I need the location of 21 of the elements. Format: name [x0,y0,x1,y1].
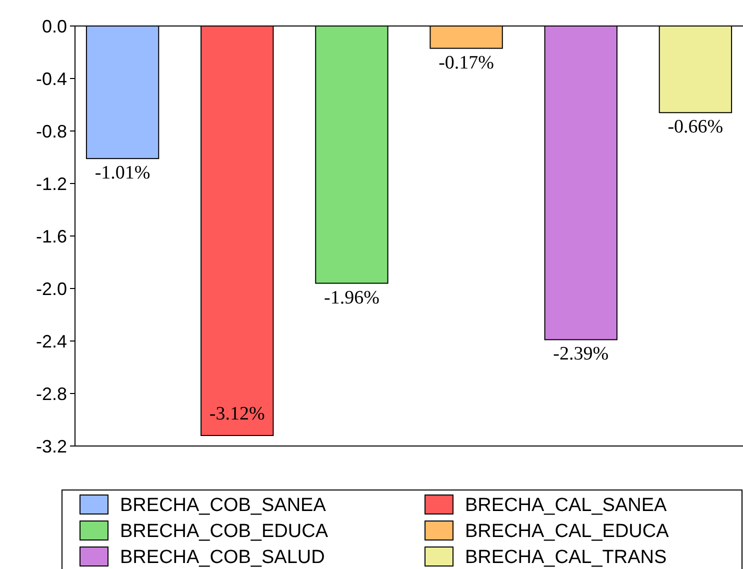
data-label: -1.01% [94,162,150,184]
data-label: -0.17% [438,52,494,74]
y-tick-label: -2.0 [36,278,67,299]
legend-label: BRECHA_COB_SALUD [120,547,325,568]
data-label: -2.39% [553,344,609,365]
y-tick-label: -3.2 [36,436,67,456]
legend-label: BRECHA_CAL_TRANS [465,547,667,568]
y-tick-label: -1.6 [36,226,67,246]
y-tick-label: 0.0 [42,16,67,36]
y-tick-label: -1.2 [36,174,67,194]
legend-label: BRECHA_CAL_EDUCA [465,521,670,542]
data-label: -1.96% [324,287,380,308]
data-label: -3.12% [209,404,266,424]
legend-label: BRECHA_COB_SANEA [120,495,326,516]
y-tick-label: -0.4 [36,68,67,89]
y-tick-label: -0.8 [36,121,67,142]
legend-label: BRECHA_COB_EDUCA [120,521,328,542]
data-label: -0.66% [668,116,724,138]
legend-label: BRECHA_CAL_SANEA [465,495,668,516]
y-tick-label: -2.4 [36,331,67,352]
y-tick-label: -2.8 [36,384,67,404]
